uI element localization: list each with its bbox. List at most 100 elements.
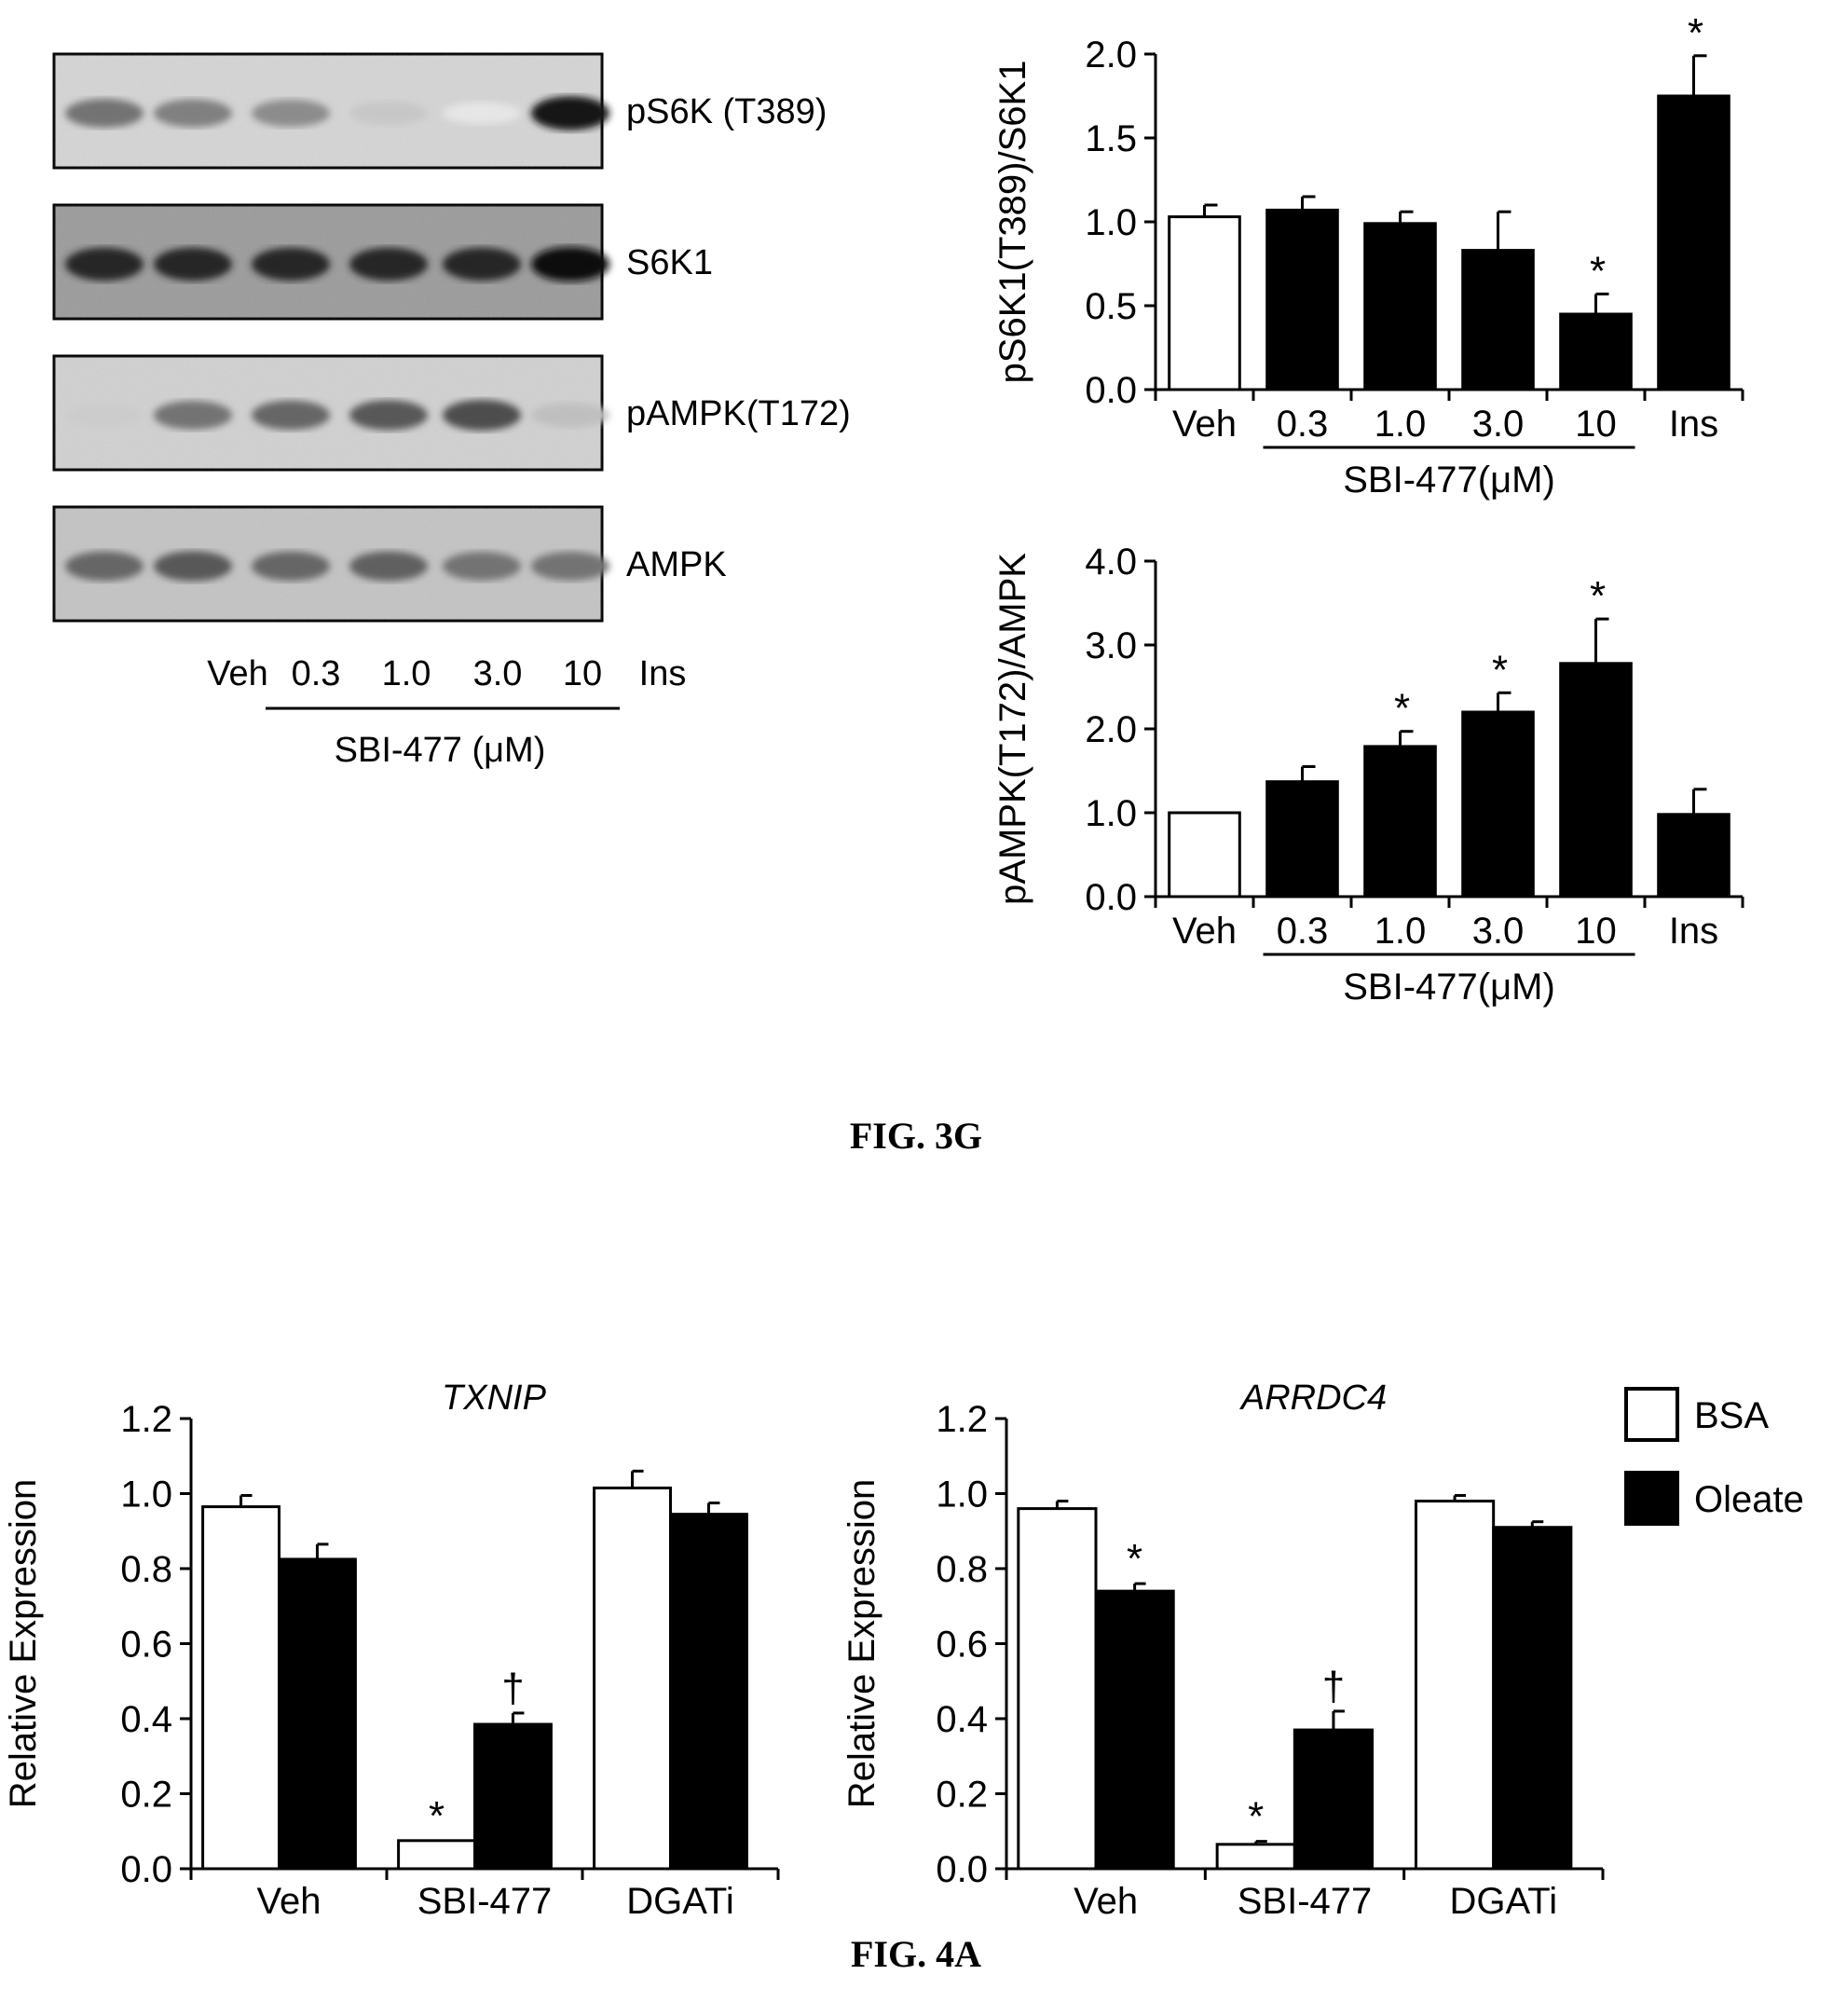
bar-BSA-Veh xyxy=(201,1505,281,1871)
x-tick-label: 0.3 xyxy=(1277,404,1329,445)
y-axis-label: Relative Expression xyxy=(3,1479,44,1809)
blot-lane-3-0: 3.0 xyxy=(473,654,523,693)
x-tick-label: 1.0 xyxy=(1375,404,1427,445)
chart-title: ARRDC4 xyxy=(1239,1378,1387,1418)
blot-band xyxy=(154,247,232,281)
y-tick-label: 1.0 xyxy=(120,1474,172,1515)
significance-marker: † xyxy=(501,1666,524,1711)
blot-band xyxy=(65,99,144,128)
chart-arrdc4: 0.0 0.2 0.4 0.6 0.8 1.0 1.2 Relative Expression… xyxy=(841,1378,1605,1922)
group-label: SBI-477(μM) xyxy=(1343,459,1555,501)
y-tick-label: 4.0 xyxy=(1085,542,1137,583)
chart-pampk: 0.0 1.0 2.0 3.0 4.0 pAMPK(T172)/AMPK Veh 0.3 * 1.… xyxy=(992,542,1744,1008)
y-tick-label: 3.0 xyxy=(1085,625,1137,666)
chart-title: TXNIP xyxy=(442,1378,547,1418)
bar-1.0 xyxy=(1363,745,1437,898)
group-label: SBI-477(μM) xyxy=(1343,967,1555,1008)
x-tick-label: 10 xyxy=(1575,911,1617,952)
significance-marker: * xyxy=(1394,686,1410,732)
blot-treatment-label: SBI-477 (μM) xyxy=(335,731,546,770)
bar-Ins xyxy=(1657,94,1730,391)
x-tick-label: Veh xyxy=(1172,911,1237,952)
bar-0.3 xyxy=(1265,208,1339,391)
y-tick-label: 0.8 xyxy=(120,1549,172,1590)
blot-lane-0-3: 0.3 xyxy=(292,654,341,693)
y-axis-label: pS6K1(T389)/S6K1 xyxy=(992,61,1033,384)
blot-band xyxy=(349,101,428,126)
x-tick-label: SBI-477 xyxy=(417,1881,553,1922)
legend-label-bsa: BSA xyxy=(1694,1395,1769,1436)
blot-band xyxy=(252,551,330,582)
blot-band xyxy=(443,102,521,125)
significance-marker: * xyxy=(1590,573,1606,619)
blot-lane-ins: Ins xyxy=(639,654,687,693)
bar-3.0 xyxy=(1461,249,1535,391)
blot-band xyxy=(154,99,232,128)
y-tick-label: 2.0 xyxy=(1085,34,1137,75)
blot-band xyxy=(65,247,144,281)
y-tick-label: 0.0 xyxy=(120,1849,172,1890)
x-tick-label: 0.3 xyxy=(1277,911,1329,952)
blot-band xyxy=(349,400,428,431)
blot-row-label: S6K1 xyxy=(626,243,713,282)
blot-band xyxy=(252,400,330,431)
significance-marker: † xyxy=(1322,1664,1345,1709)
y-tick-label: 0.8 xyxy=(936,1549,988,1590)
bar-BSA-DGATi xyxy=(593,1486,672,1871)
x-tick-label: 10 xyxy=(1575,404,1617,445)
y-tick-label: 0.4 xyxy=(936,1699,988,1740)
y-axis-label: Relative Expression xyxy=(841,1479,882,1809)
x-tick-label: DGATi xyxy=(1450,1881,1558,1922)
bar-BSA-SBI-477 xyxy=(397,1839,477,1871)
y-tick-label: 1.2 xyxy=(936,1399,988,1440)
significance-marker: * xyxy=(1590,248,1606,294)
bar-Ins xyxy=(1657,813,1730,898)
blot-row-label: pAMPK(T172) xyxy=(626,394,851,433)
y-tick-label: 1.0 xyxy=(936,1474,988,1515)
significance-marker: * xyxy=(1248,1794,1264,1840)
significance-marker: * xyxy=(1492,647,1508,693)
bar-0.3 xyxy=(1265,780,1339,898)
y-tick-label: 0.5 xyxy=(1085,286,1137,327)
y-tick-label: 0.0 xyxy=(1085,370,1137,411)
blot-row-label: pS6K (T389) xyxy=(626,92,827,131)
y-tick-label: 2.0 xyxy=(1085,709,1137,750)
bar-Oleate-DGATi xyxy=(1492,1526,1573,1871)
y-tick-label: 0.0 xyxy=(936,1849,988,1890)
blot-row-label: AMPK xyxy=(626,545,727,584)
x-tick-label: Veh xyxy=(1172,404,1237,445)
blot-band xyxy=(252,247,330,281)
x-tick-label: 3.0 xyxy=(1472,404,1525,445)
x-tick-label: Veh xyxy=(1074,1881,1138,1922)
blot-band xyxy=(154,401,232,430)
blot-lane-1-0: 1.0 xyxy=(382,654,431,693)
bar-BSA-SBI-477 xyxy=(1215,1843,1296,1871)
bar-BSA-Veh xyxy=(1017,1507,1098,1871)
x-tick-label: Ins xyxy=(1669,404,1718,445)
blot-band xyxy=(349,551,428,582)
blot-band xyxy=(531,246,609,282)
blot-lane-10: 10 xyxy=(563,654,602,693)
bar-Veh xyxy=(1168,215,1241,391)
blot-band xyxy=(443,552,521,581)
blot-band xyxy=(443,399,521,432)
bar-Oleate-Veh xyxy=(278,1557,357,1871)
legend-swatch-bsa xyxy=(1624,1387,1679,1442)
caption-fig-4a: FIG. 4A xyxy=(851,1933,981,1975)
x-tick-label: Veh xyxy=(257,1881,321,1922)
blot-band xyxy=(65,551,144,582)
significance-marker: * xyxy=(1127,1536,1142,1582)
blot-band xyxy=(443,247,521,281)
bar-10 xyxy=(1559,312,1633,391)
x-tick-label: Ins xyxy=(1669,911,1718,952)
bar-Oleate-DGATi xyxy=(669,1513,748,1871)
blot-lane-veh: Veh xyxy=(207,654,268,693)
blot-band xyxy=(531,96,609,130)
bar-BSA-DGATi xyxy=(1414,1500,1496,1871)
x-tick-label: 1.0 xyxy=(1375,911,1427,952)
caption-fig-3g: FIG. 3G xyxy=(850,1115,982,1157)
y-tick-label: 0.0 xyxy=(1085,877,1137,918)
y-tick-label: 0.2 xyxy=(936,1775,988,1816)
y-tick-label: 0.4 xyxy=(120,1699,172,1740)
bar-Veh xyxy=(1168,811,1241,898)
